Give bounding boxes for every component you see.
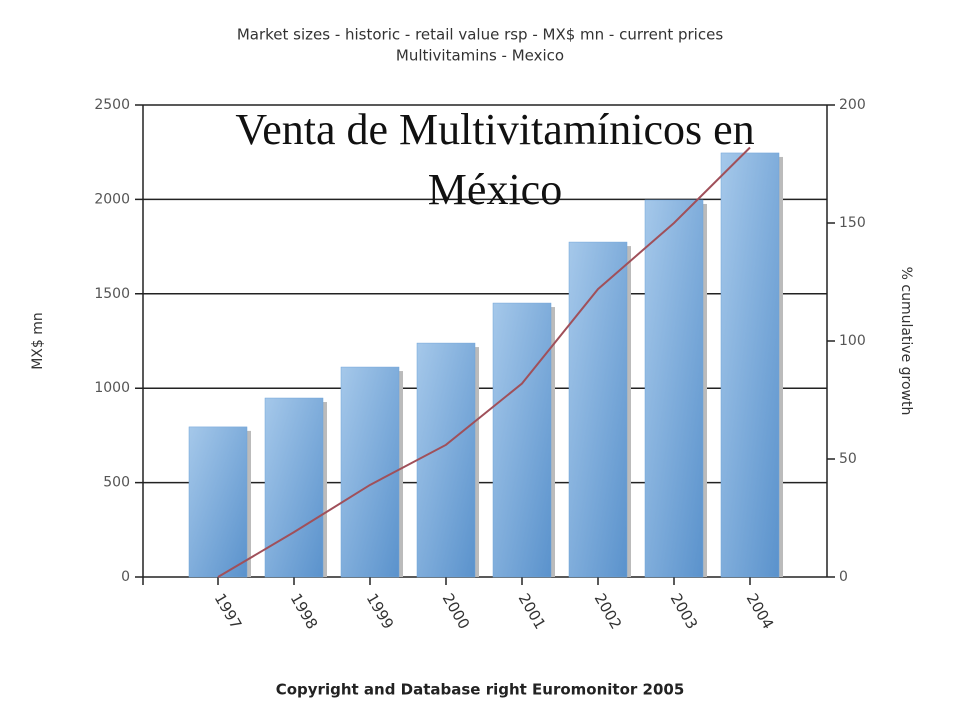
y2-tick-label: 50 xyxy=(839,451,857,467)
bar xyxy=(340,366,400,578)
y-tick-label: 2500 xyxy=(94,97,130,113)
x-tick-label: 2000 xyxy=(439,590,474,632)
y-tick-label: 500 xyxy=(103,475,130,491)
x-tick-label: 2001 xyxy=(515,590,550,632)
y-tick-label: 1000 xyxy=(94,380,130,396)
y2-tick-label: 150 xyxy=(839,215,866,231)
annotation: Venta de Multivitamínicos en México xyxy=(235,105,755,214)
x-tick-label: 2002 xyxy=(591,590,626,632)
y-tick-label: 0 xyxy=(121,569,130,585)
bar xyxy=(264,397,324,578)
y2-tick-label: 100 xyxy=(839,333,866,349)
bar xyxy=(644,199,704,578)
bar xyxy=(720,152,780,578)
x-tick-label: 2004 xyxy=(743,590,778,632)
bar xyxy=(492,302,552,578)
y2-axis-label: % cumulative growth xyxy=(898,267,914,416)
y2-tick-label: 0 xyxy=(839,569,848,585)
chart-subtitle: Multivitamins - Mexico xyxy=(396,47,564,65)
footer: Copyright and Database right Euromonitor… xyxy=(276,681,685,699)
x-tick-label: 1998 xyxy=(287,590,322,632)
chart-title: Market sizes - historic - retail value r… xyxy=(237,26,723,44)
bar xyxy=(188,426,248,578)
x-tick-label: 1997 xyxy=(211,590,246,632)
x-tick-label: 2003 xyxy=(667,590,702,632)
x-tick-label: 1999 xyxy=(363,590,398,632)
bar xyxy=(416,342,476,578)
y-tick-label: 1500 xyxy=(94,286,130,302)
y2-tick-label: 200 xyxy=(839,97,866,113)
line xyxy=(217,146,751,578)
bar xyxy=(568,241,628,578)
y-tick-label: 2000 xyxy=(94,191,130,207)
y-axis-label: MX$ mn xyxy=(30,312,46,370)
